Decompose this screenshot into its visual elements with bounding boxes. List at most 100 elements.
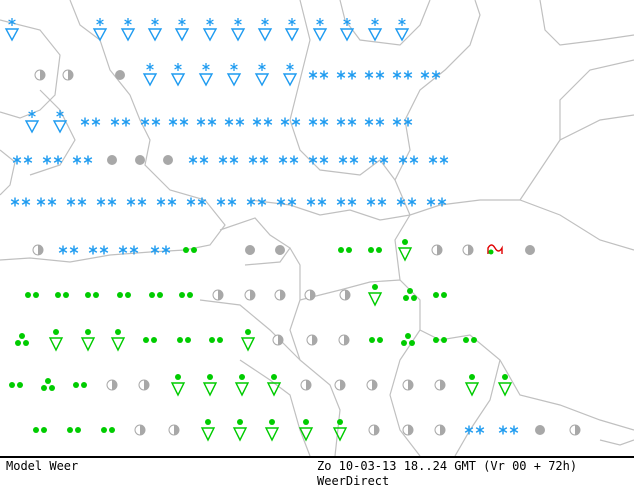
snow-symbol bbox=[80, 116, 101, 128]
partly-cloudy-symbol bbox=[339, 289, 351, 301]
partly-cloudy-symbol bbox=[434, 424, 446, 436]
snow-symbol bbox=[218, 154, 239, 166]
snow-symbol bbox=[168, 116, 189, 128]
rain-shower-symbol bbox=[464, 374, 480, 397]
snow-symbol bbox=[126, 196, 147, 208]
rain-shower-symbol bbox=[397, 239, 413, 262]
rain-symbol bbox=[9, 382, 23, 388]
snow-symbol bbox=[336, 196, 357, 208]
heavy-rain-symbol bbox=[401, 333, 415, 346]
rain-symbol bbox=[73, 382, 87, 388]
partly-cloudy-symbol bbox=[62, 69, 74, 81]
rain-symbol bbox=[85, 292, 99, 298]
rain-symbol bbox=[463, 337, 477, 343]
weather-symbols bbox=[4, 17, 581, 442]
snow-symbol bbox=[188, 154, 209, 166]
snow-symbol bbox=[420, 69, 441, 81]
partly-cloudy-symbol bbox=[34, 69, 46, 81]
snow-symbol bbox=[150, 244, 171, 256]
snow-shower-symbol bbox=[230, 17, 246, 42]
snow-symbol bbox=[140, 116, 161, 128]
snow-shower-symbol bbox=[142, 62, 158, 87]
snow-symbol bbox=[366, 196, 387, 208]
snow-shower-symbol bbox=[339, 17, 355, 42]
product-label: Model Weer bbox=[6, 459, 79, 473]
snow-symbol bbox=[216, 196, 237, 208]
rain-shower-symbol bbox=[240, 329, 256, 352]
rain-symbol bbox=[433, 337, 447, 343]
map-footer: Model Weer Zo 10-03-13 18..24 GMT (Vr 00… bbox=[0, 458, 634, 490]
snow-shower-symbol bbox=[284, 17, 300, 42]
snow-symbol bbox=[398, 154, 419, 166]
map-canvas bbox=[0, 0, 634, 456]
rain-shower-symbol bbox=[232, 419, 248, 442]
rain-shower-symbol bbox=[48, 329, 64, 352]
rain-shower-symbol bbox=[202, 374, 218, 397]
partly-cloudy-symbol bbox=[569, 424, 581, 436]
snow-symbol bbox=[58, 244, 79, 256]
snow-symbol bbox=[12, 154, 33, 166]
rain-shower-symbol bbox=[264, 419, 280, 442]
rain-shower-symbol bbox=[266, 374, 282, 397]
rain-symbol bbox=[101, 427, 115, 433]
overcast-symbol bbox=[275, 245, 285, 255]
snow-symbol bbox=[396, 196, 417, 208]
snow-symbol bbox=[368, 154, 389, 166]
overcast-symbol bbox=[107, 155, 117, 165]
rain-symbol bbox=[55, 292, 69, 298]
rain-symbol bbox=[369, 337, 383, 343]
snow-symbol bbox=[364, 69, 385, 81]
weather-map bbox=[0, 0, 634, 458]
overcast-symbol bbox=[525, 245, 535, 255]
snow-symbol bbox=[336, 116, 357, 128]
rain-shower-symbol bbox=[80, 329, 96, 352]
rain-symbol bbox=[177, 337, 191, 343]
snow-shower-symbol bbox=[226, 62, 242, 87]
snow-shower-symbol bbox=[198, 62, 214, 87]
rain-shower-symbol bbox=[332, 419, 348, 442]
partly-cloudy-symbol bbox=[334, 379, 346, 391]
partly-cloudy-symbol bbox=[434, 379, 446, 391]
partly-cloudy-symbol bbox=[134, 424, 146, 436]
rain-shower-symbol bbox=[298, 419, 314, 442]
snow-shower-symbol bbox=[147, 17, 163, 42]
credit-label: WeerDirect bbox=[317, 474, 390, 488]
rain-symbol bbox=[179, 292, 193, 298]
snow-shower-symbol bbox=[254, 62, 270, 87]
partly-cloudy-symbol bbox=[106, 379, 118, 391]
snow-symbol bbox=[308, 154, 329, 166]
snow-symbol bbox=[428, 154, 449, 166]
partly-cloudy-symbol bbox=[138, 379, 150, 391]
partly-cloudy-symbol bbox=[272, 334, 284, 346]
overcast-symbol bbox=[135, 155, 145, 165]
snow-shower-symbol bbox=[92, 17, 108, 42]
snow-symbol bbox=[338, 154, 359, 166]
snow-shower-symbol bbox=[24, 109, 40, 134]
overcast-symbol bbox=[535, 425, 545, 435]
partly-cloudy-symbol bbox=[212, 289, 224, 301]
rain-symbol bbox=[368, 247, 382, 253]
snow-symbol bbox=[88, 244, 109, 256]
partly-cloudy-symbol bbox=[368, 424, 380, 436]
rain-symbol bbox=[143, 337, 157, 343]
rain-symbol bbox=[149, 292, 163, 298]
partly-cloudy-symbol bbox=[168, 424, 180, 436]
partly-cloudy-symbol bbox=[462, 244, 474, 256]
rain-symbol bbox=[117, 292, 131, 298]
snow-shower-symbol bbox=[257, 17, 273, 42]
snow-shower-symbol bbox=[394, 17, 410, 42]
rain-shower-symbol bbox=[367, 284, 383, 307]
rain-symbol bbox=[209, 337, 223, 343]
snow-shower-symbol bbox=[202, 17, 218, 42]
rain-symbol bbox=[338, 247, 352, 253]
snow-shower-symbol bbox=[4, 17, 20, 42]
snow-symbol bbox=[498, 424, 519, 436]
snow-shower-symbol bbox=[52, 109, 68, 134]
partly-cloudy-symbol bbox=[274, 289, 286, 301]
snow-shower-symbol bbox=[120, 17, 136, 42]
snow-symbol bbox=[364, 116, 385, 128]
snow-symbol bbox=[308, 116, 329, 128]
partly-cloudy-symbol bbox=[402, 424, 414, 436]
snow-symbol bbox=[248, 154, 269, 166]
rain-symbol bbox=[67, 427, 81, 433]
